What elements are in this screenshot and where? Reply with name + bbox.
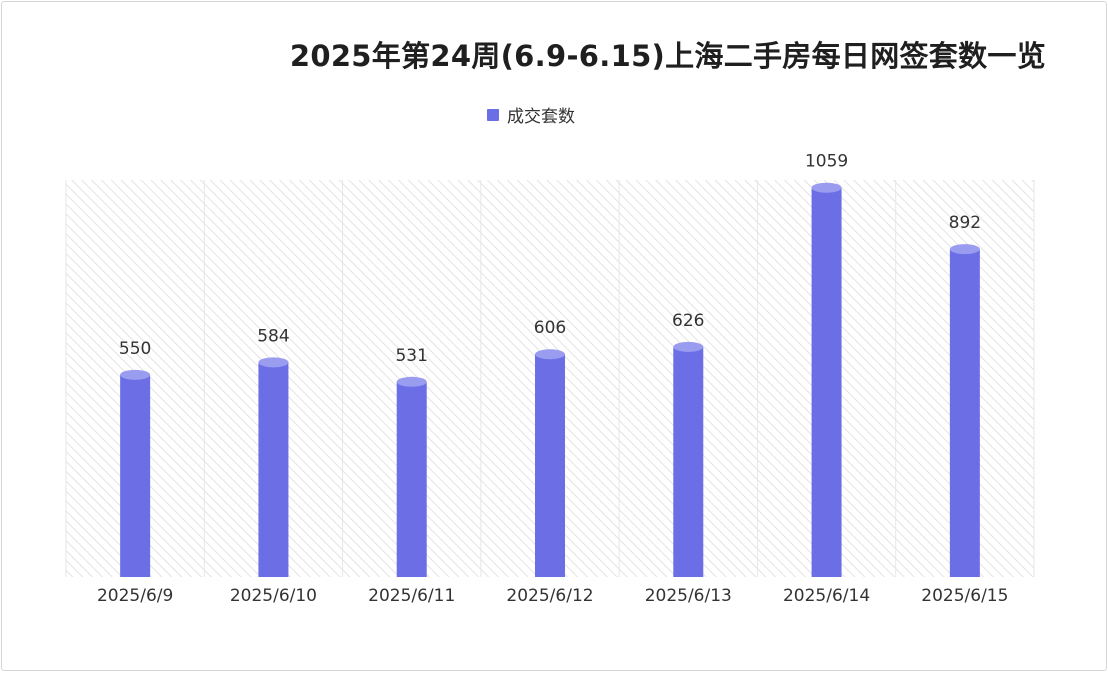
data-label: 531 xyxy=(395,346,427,366)
bar xyxy=(258,357,289,577)
bar-cap xyxy=(258,357,289,368)
bar-body xyxy=(949,249,980,577)
x-tick-label: 2025/6/12 xyxy=(506,586,593,606)
x-tick-label: 2025/6/15 xyxy=(921,586,1008,606)
legend: 成交套数 xyxy=(487,102,575,127)
data-label: 550 xyxy=(119,339,151,359)
data-label: 892 xyxy=(949,213,981,233)
x-tick-label: 2025/6/14 xyxy=(783,586,870,606)
data-label: 606 xyxy=(534,318,566,338)
legend-swatch xyxy=(487,108,499,121)
bar-body xyxy=(396,381,427,577)
bar-cap xyxy=(535,349,565,360)
bar-cap xyxy=(120,369,151,380)
x-tick-label: 2025/6/9 xyxy=(97,586,173,606)
x-tick-label: 2025/6/13 xyxy=(645,586,732,606)
data-label: 1059 xyxy=(805,152,848,172)
chart-title: 2025年第24周(6.9-6.15)上海二手房每日网签套数一览 xyxy=(289,39,1046,73)
data-label: 626 xyxy=(672,311,704,331)
bar-cap xyxy=(673,341,704,352)
bar xyxy=(535,349,565,577)
bar xyxy=(811,182,842,577)
x-tick-label: 2025/6/11 xyxy=(368,586,455,606)
bar xyxy=(673,341,704,577)
bar-cap xyxy=(396,376,427,387)
legend-label: 成交套数 xyxy=(507,107,575,127)
bar xyxy=(949,244,980,577)
bar-body xyxy=(673,346,704,577)
data-label: 584 xyxy=(257,326,289,346)
bar xyxy=(396,376,427,577)
bar-body xyxy=(120,374,151,577)
bar-body xyxy=(258,362,289,577)
bar-cap xyxy=(811,182,842,193)
x-tick-label: 2025/6/10 xyxy=(230,586,317,606)
bar-body xyxy=(811,187,842,577)
bar-body xyxy=(535,354,565,577)
bar xyxy=(120,369,151,577)
bar-cap xyxy=(949,244,980,255)
